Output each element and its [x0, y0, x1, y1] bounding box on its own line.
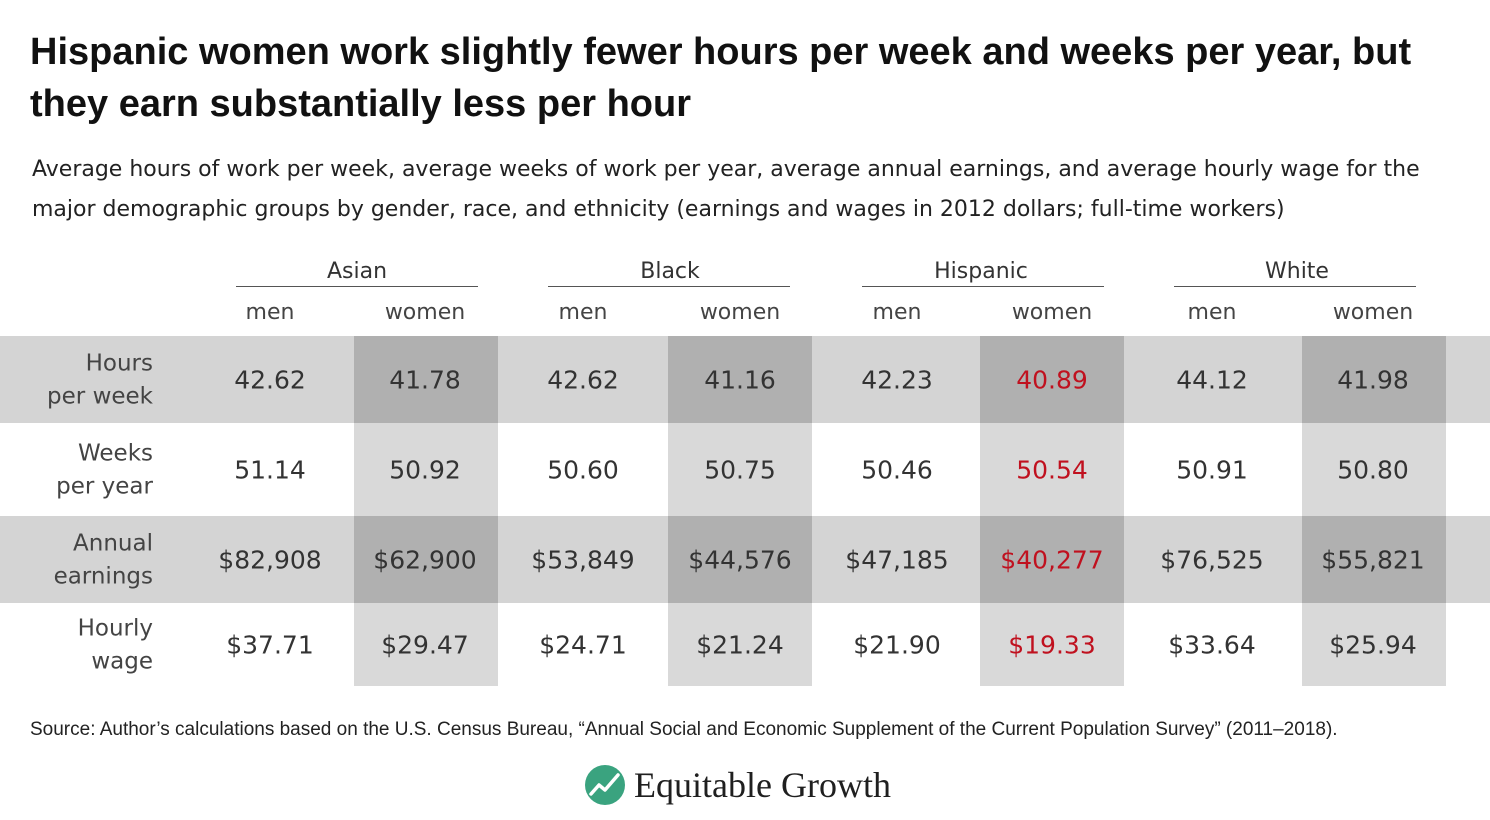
- brand-logo: Equitable Growth: [584, 760, 891, 810]
- cell-1-asian-men: 51.14: [234, 456, 306, 485]
- cell-1-asian-women: 50.92: [389, 456, 461, 485]
- women-cell-bg-hispanic-3: [980, 603, 1124, 686]
- cell-2-asian-men: $82,908: [218, 546, 321, 575]
- group-header-black: Black: [640, 259, 700, 284]
- cell-1-hispanic-men: 50.46: [861, 456, 933, 485]
- cell-2-white-men: $76,525: [1160, 546, 1263, 575]
- row-label-0-line-1: Hours: [86, 351, 153, 377]
- women-cell-bg-black-3: [668, 603, 812, 686]
- row-label-2-line-1: Annual: [73, 531, 153, 557]
- subgroup-header-asian-men: men: [246, 300, 295, 325]
- subgroup-header-white-men: men: [1188, 300, 1237, 325]
- group-header-asian: Asian: [327, 259, 387, 284]
- women-cell-bg-asian-3: [354, 603, 498, 686]
- cell-3-white-women: $25.94: [1329, 631, 1416, 660]
- women-cell-bg-asian-2: [354, 516, 498, 603]
- cell-1-black-men: 50.60: [547, 456, 619, 485]
- women-cell-bg-hispanic-0: [980, 336, 1124, 423]
- cell-1-hispanic-women: 50.54: [1016, 456, 1088, 485]
- cell-1-white-men: 50.91: [1176, 456, 1248, 485]
- women-cell-bg-asian-0: [354, 336, 498, 423]
- cell-0-asian-women: 41.78: [389, 366, 461, 395]
- cell-0-black-men: 42.62: [547, 366, 619, 395]
- source-note: Source: Author’s calculations based on t…: [30, 719, 1338, 740]
- women-cell-bg-white-2: [1302, 516, 1446, 603]
- cell-3-black-women: $21.24: [696, 631, 783, 660]
- cell-2-black-women: $44,576: [688, 546, 791, 575]
- cell-3-asian-men: $37.71: [226, 631, 313, 660]
- subgroup-header-black-men: men: [559, 300, 608, 325]
- cell-3-asian-women: $29.47: [381, 631, 468, 660]
- women-cell-bg-white-0: [1302, 336, 1446, 423]
- cell-2-white-women: $55,821: [1321, 546, 1424, 575]
- women-cell-bg-black-0: [668, 336, 812, 423]
- cell-1-black-women: 50.75: [704, 456, 776, 485]
- cell-1-white-women: 50.80: [1337, 456, 1409, 485]
- chart-subtitle: Average hours of work per week, average …: [32, 157, 1420, 222]
- cell-2-hispanic-women: $40,277: [1000, 546, 1103, 575]
- subgroup-header-white-women: women: [1333, 300, 1413, 325]
- women-cell-bg-black-1: [668, 423, 812, 516]
- cell-0-hispanic-men: 42.23: [861, 366, 933, 395]
- row-label-1-line-2: per year: [56, 474, 153, 500]
- cell-2-black-men: $53,849: [531, 546, 634, 575]
- cell-2-asian-women: $62,900: [373, 546, 476, 575]
- cell-2-hispanic-men: $47,185: [845, 546, 948, 575]
- growth-chart-icon: [585, 765, 625, 805]
- row-label-3-line-1: Hourly: [78, 616, 153, 642]
- data-table: Asian Black Hispanic White men women men women m…: [0, 259, 1490, 686]
- cell-0-white-women: 41.98: [1337, 366, 1409, 395]
- cell-0-asian-men: 42.62: [234, 366, 306, 395]
- row-label-0-line-2: per week: [47, 384, 154, 410]
- women-cell-bg-hispanic-1: [980, 423, 1124, 516]
- group-header-hispanic: Hispanic: [934, 259, 1028, 284]
- cell-0-black-women: 41.16: [704, 366, 776, 395]
- women-cell-bg-white-3: [1302, 603, 1446, 686]
- women-cell-bg-white-1: [1302, 423, 1446, 516]
- subgroup-header-asian-women: women: [385, 300, 465, 325]
- chart-title: Hispanic women work slightly fewer hours…: [30, 31, 1412, 125]
- row-label-1-line-1: Weeks: [78, 441, 153, 467]
- subgroup-header-hispanic-men: men: [873, 300, 922, 325]
- brand-name: Equitable Growth: [634, 765, 891, 805]
- row-label-2-line-2: earnings: [54, 564, 153, 590]
- subgroup-header-black-women: women: [700, 300, 780, 325]
- women-cell-bg-hispanic-2: [980, 516, 1124, 603]
- group-header-white: White: [1265, 259, 1329, 284]
- cell-3-hispanic-women: $19.33: [1008, 631, 1095, 660]
- cell-3-hispanic-men: $21.90: [853, 631, 940, 660]
- cell-3-white-men: $33.64: [1168, 631, 1255, 660]
- women-cell-bg-black-2: [668, 516, 812, 603]
- row-label-3-line-2: wage: [91, 649, 153, 675]
- cell-0-white-men: 44.12: [1176, 366, 1248, 395]
- cell-3-black-men: $24.71: [539, 631, 626, 660]
- cell-0-hispanic-women: 40.89: [1016, 366, 1088, 395]
- women-cell-bg-asian-1: [354, 423, 498, 516]
- subgroup-header-hispanic-women: women: [1012, 300, 1092, 325]
